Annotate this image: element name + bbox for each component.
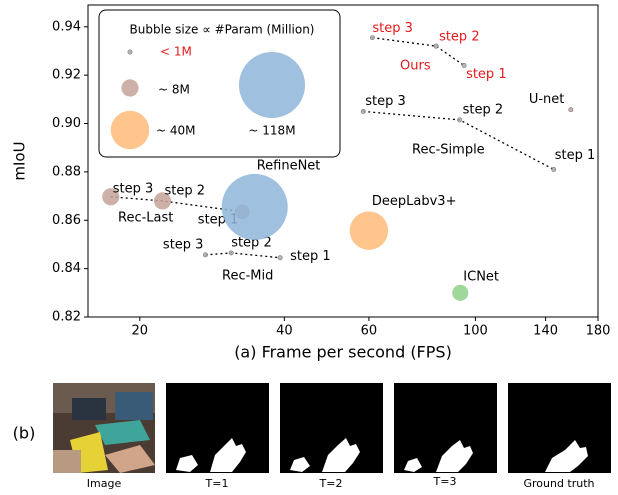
legend-label: ~ 8M [158, 83, 190, 97]
series-label: Rec-Mid [222, 269, 273, 284]
point-label: step 1 [466, 67, 507, 82]
bubble [350, 211, 388, 249]
y-tick-label: 0.84 [52, 261, 81, 276]
bubble [452, 285, 468, 301]
bubble [229, 251, 233, 255]
legend-label: ~ 40M [156, 124, 196, 138]
mask [508, 383, 611, 473]
y-axis-label: mIoU [11, 141, 29, 180]
connector-line [205, 253, 280, 258]
image-caption: T=1 [205, 477, 229, 490]
image-caption: Ground truth [523, 477, 594, 490]
point-label: step 3 [365, 94, 406, 109]
bubble [278, 256, 282, 260]
y-tick-label: 0.82 [52, 310, 81, 325]
x-tick-label: 40 [276, 324, 293, 339]
image-caption: T=2 [319, 477, 343, 490]
panel-images [53, 383, 611, 473]
point-label: step 3 [372, 21, 413, 36]
legend-title: Bubble size ∝ #Param (Million) [130, 23, 315, 37]
image-caption: Image [87, 477, 122, 490]
point-label: step 1 [555, 148, 596, 163]
series-label: Rec-Simple [412, 143, 485, 158]
point-label: step 2 [165, 183, 206, 198]
series-label: Ours [400, 59, 431, 74]
legend-bubble [128, 50, 132, 54]
x-axis-label: (a) Frame per second (FPS) [234, 343, 452, 362]
series-label: ICNet [463, 269, 499, 284]
bubble [361, 109, 365, 113]
point-label: step 1 [290, 249, 331, 264]
legend-label: ~ 118M [248, 124, 295, 138]
plot-area: 0.82 0.84 0.86 0.88 0.90 0.92 0.94 20 40 60 100 140… [52, 5, 610, 339]
x-tick-label: 140 [533, 324, 558, 339]
bubble [222, 174, 288, 240]
series-label: DeepLabv3+ [372, 194, 457, 209]
legend-bubble [111, 111, 149, 149]
bubble [203, 253, 207, 257]
legend-bubble [121, 79, 138, 96]
y-tick-label: 0.90 [52, 116, 81, 131]
bubble [434, 44, 438, 48]
legend-bubble [239, 52, 305, 118]
figure: 0.82 0.84 0.86 0.88 0.90 0.92 0.94 20 40 60 100 140… [0, 0, 618, 491]
x-tick-label: 20 [132, 324, 149, 339]
y-tick-label: 0.92 [52, 68, 81, 83]
point-label: step 3 [163, 237, 204, 252]
mask [394, 383, 497, 473]
panel-label: (b) [13, 424, 36, 443]
point-label: step 2 [463, 102, 504, 117]
series-label: U-net [529, 92, 565, 107]
bubble [552, 167, 556, 171]
y-tick-label: 0.88 [52, 164, 81, 179]
mask [166, 383, 269, 473]
y-tick-label: 0.94 [52, 19, 81, 34]
y-tick-label: 0.86 [52, 213, 81, 228]
legend-label: < 1M [160, 45, 192, 59]
series-label: RefineNet [257, 158, 321, 173]
series-label: Rec-Last [118, 211, 173, 226]
point-label: step 2 [439, 30, 480, 45]
x-tick-label: 100 [463, 324, 488, 339]
x-tick-label: 180 [586, 324, 611, 339]
bubble [457, 118, 461, 122]
x-tick-label: 60 [361, 324, 378, 339]
image-caption: T=3 [433, 475, 457, 488]
bubble [569, 108, 573, 112]
mask [280, 383, 383, 473]
photo [53, 383, 155, 473]
point-label: step 3 [113, 181, 154, 196]
